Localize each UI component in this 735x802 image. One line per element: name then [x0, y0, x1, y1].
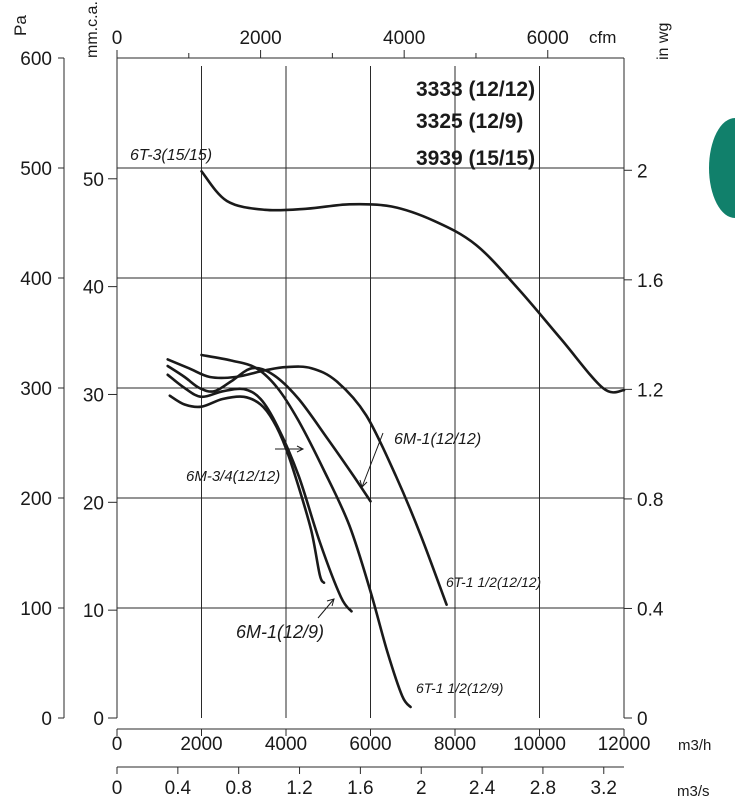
model-label-2: 3325 (12/9)	[416, 110, 523, 133]
y2-tick-label-5: 50	[83, 170, 104, 191]
y-tick-label-4: 400	[20, 269, 52, 290]
x-top-tick-label-0: 0	[112, 28, 123, 49]
y-tick-label-5: 500	[20, 159, 52, 180]
y-axis-label-pa: Pa	[11, 15, 30, 36]
x2-tick-label-0: 0	[112, 778, 123, 799]
y-right-tick-label-0: 0	[637, 709, 648, 730]
y-right-tick-label-5: 2	[637, 161, 648, 182]
x2-tick-label-4: 1.6	[347, 778, 373, 799]
x-tick-label-2: 4000	[265, 734, 307, 755]
x-tick-label-5: 10000	[513, 734, 566, 755]
leader-6m-1-12-12-arrow	[359, 479, 368, 488]
x-tick-label-1: 2000	[180, 734, 222, 755]
x-tick-label-4: 8000	[434, 734, 476, 755]
y-right-tick-label-2: 0.8	[637, 490, 663, 511]
y-tick-label-3: 300	[20, 379, 52, 400]
x-top-tick-label-1: 2000	[239, 28, 281, 49]
series-line-6t-1-1-2-12-9	[200, 353, 412, 709]
x-axis-label-m3s: m3/s	[677, 783, 710, 800]
leader-6m-1-12-9	[317, 598, 335, 619]
x2-tick-label-1: 0.4	[165, 778, 192, 799]
green-side-tab-icon	[709, 118, 735, 218]
series-line-6m-1-12-12	[166, 364, 372, 503]
x-tick-label-6: 12000	[598, 734, 651, 755]
x-top-axis-label-cfm: cfm	[589, 28, 616, 47]
x-tick-label-0: 0	[112, 734, 123, 755]
series-line-6t-3-15-15	[200, 170, 626, 394]
x-top-tick-label-3: 6000	[527, 28, 569, 49]
x-axis-label-m3h: m3/h	[678, 737, 711, 754]
series-line-6t-1-1-2-12-12	[166, 358, 448, 606]
y2-tick-label-1: 10	[83, 601, 104, 622]
y2-tick-label-4: 40	[83, 278, 104, 299]
leader-6m-1-12-9-arrow	[326, 598, 335, 607]
x2-tick-label-6: 2.4	[469, 778, 496, 799]
chart-grid	[117, 66, 624, 718]
performance-curves	[166, 170, 626, 709]
model-label-1: 3333 (12/12)	[416, 78, 535, 101]
y-tick-label-2: 200	[20, 489, 52, 510]
y-axis-label-inwg: in wg	[655, 23, 672, 60]
series-line-6m-3-4-12-12	[168, 394, 326, 584]
y2-tick-label-0: 0	[93, 709, 104, 730]
y-tick-label-1: 100	[20, 599, 52, 620]
curve-label-6m-3-4-12-12: 6M-3/4(12/12)	[186, 468, 280, 485]
chart-axes	[58, 50, 632, 774]
model-label-3: 3939 (15/15)	[416, 147, 535, 170]
curve-label-6t-3: 6T-3(15/15)	[130, 147, 212, 164]
curve-label-6t-1-1-2-12-12: 6T-1 1/2(12/12)	[446, 574, 541, 590]
y2-tick-label-2: 20	[83, 493, 104, 514]
y-tick-label-6: 600	[20, 49, 52, 70]
x-top-tick-label-2: 4000	[383, 28, 425, 49]
y-right-tick-label-1: 0.4	[637, 599, 664, 620]
y-right-tick-label-3: 1.2	[637, 380, 663, 401]
x-tick-label-3: 6000	[349, 734, 391, 755]
curve-label-6m-1-12-9: 6M-1(12/9)	[236, 622, 324, 642]
series-line-6m-1-12-9	[166, 373, 353, 613]
x2-tick-label-8: 3.2	[591, 778, 617, 799]
leader-6m-3-4-arrow	[296, 445, 305, 453]
leader-6m-1-12-12	[361, 432, 384, 488]
y-right-tick-label-4: 1.6	[637, 271, 663, 292]
x2-tick-label-5: 2	[416, 778, 427, 799]
y-tick-label-0: 0	[41, 709, 52, 730]
x2-tick-label-7: 2.8	[530, 778, 556, 799]
curve-label-6m-1-12-12: 6M-1(12/12)	[394, 431, 481, 448]
y2-tick-label-3: 30	[83, 385, 104, 406]
curve-label-6t-1-1-2-12-9: 6T-1 1/2(12/9)	[416, 680, 503, 696]
x2-tick-label-2: 0.8	[225, 778, 251, 799]
y-axis-label-mmca: mm.c.a.	[84, 1, 101, 58]
x2-tick-label-3: 1.2	[286, 778, 312, 799]
